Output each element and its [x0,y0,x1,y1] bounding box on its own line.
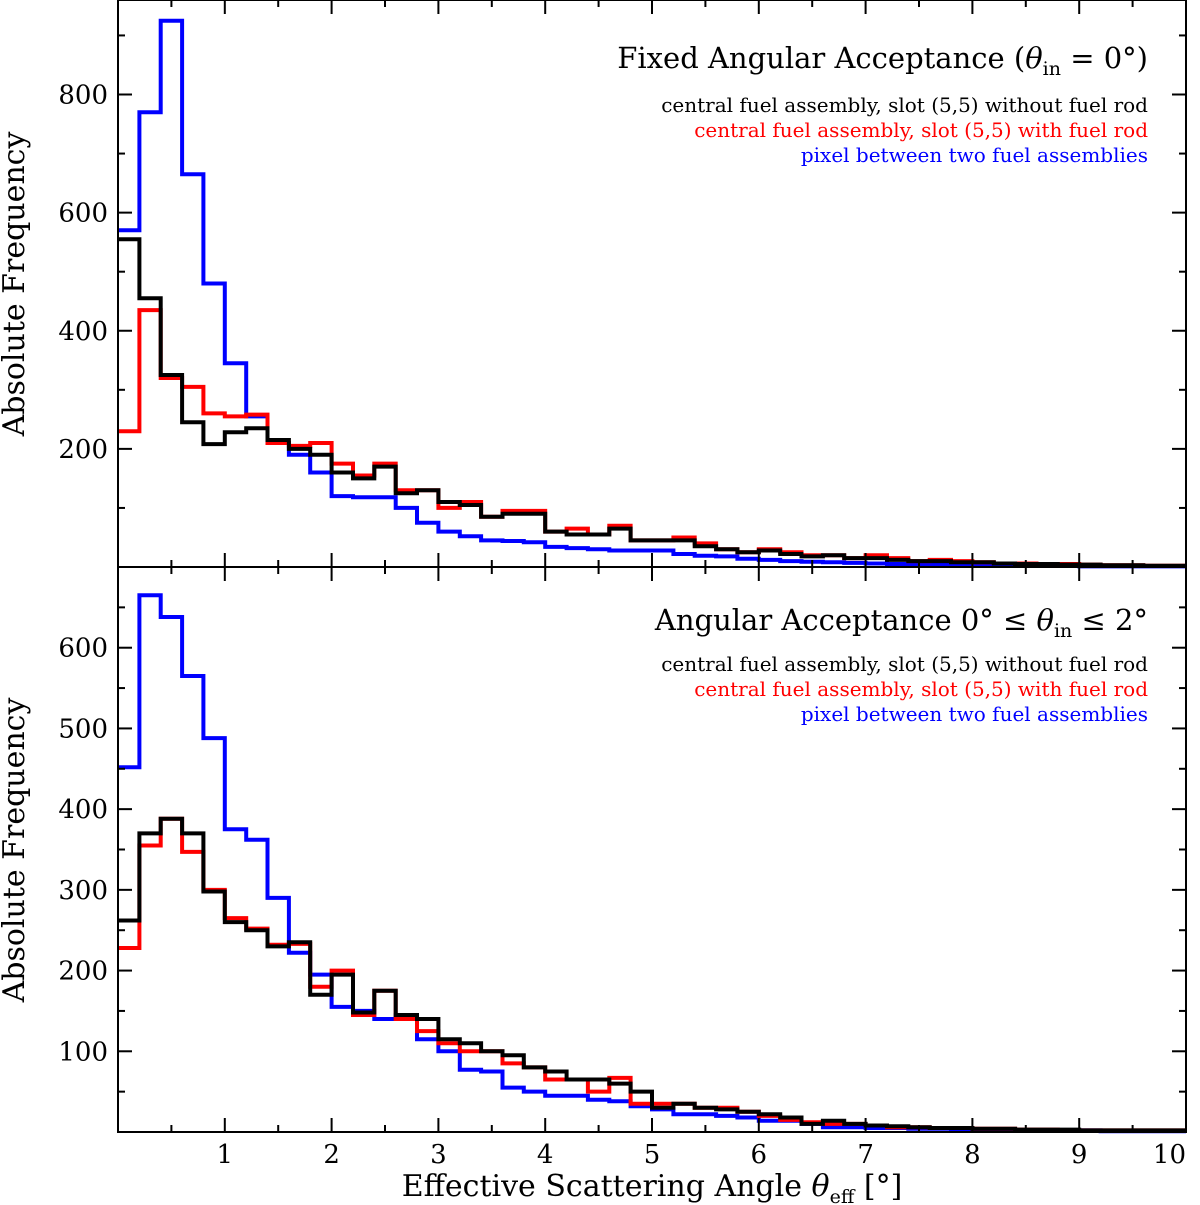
xtick-label: 1 [217,1140,234,1170]
xtick-label: 2 [323,1140,340,1170]
xtick-label: 8 [964,1140,981,1170]
bottom-ytick-label: 300 [58,876,108,906]
top-panel-title: Fixed Angular Acceptance (θin = 0°) [617,41,1148,80]
bottom-legend: central fuel assembly, slot (5,5) withou… [661,652,1148,726]
bottom-panel-title: Angular Acceptance 0° ≤ θin ≤ 2° [654,603,1148,642]
top-ytick-label: 200 [58,435,108,465]
top-series-without-rod [118,237,1186,568]
top-ytick-label: 600 [58,199,108,229]
bottom-series-with-rod [118,816,1186,1133]
bottom-legend-entry-between: pixel between two fuel assemblies [801,702,1148,726]
top-panel: 200 400 600 800 Fixed Angular Acceptance (θ… [0,0,1187,569]
bottom-ytick-label: 100 [58,1037,108,1067]
xtick-label: 10 [1153,1140,1186,1170]
x-axis-title-main: Effective Scattering Angle [402,1169,812,1204]
xtick-label: 7 [857,1140,874,1170]
bottom-ylabel: Absolute Frequency [0,698,32,1004]
bottom-series-without-rod [118,816,1186,1133]
bottom-ytick-label: 500 [58,714,108,744]
top-legend-entry-between: pixel between two fuel assemblies [801,143,1148,167]
top-legend: central fuel assembly, slot (5,5) withou… [661,93,1148,167]
xtick-label: 4 [537,1140,554,1170]
bottom-legend-entry-with-rod: central fuel assembly, slot (5,5) with f… [694,677,1148,701]
top-series-with-rod [118,308,1186,568]
xtick-label: 6 [751,1140,768,1170]
x-axis-title-subscript: eff [830,1186,856,1205]
top-plot-frame [117,0,1187,568]
top-legend-entry-without-rod: central fuel assembly, slot (5,5) withou… [661,93,1148,117]
top-ytick-label: 400 [58,317,108,347]
x-axis-title: Effective Scattering Angle θeff [°] [402,1169,903,1205]
bottom-ytick-label: 200 [58,957,108,987]
top-ylabel: Absolute Frequency [0,132,32,438]
xtick-label: 3 [430,1140,447,1170]
bottom-ticks-layer: 100 200 300 400 500 600 1 2 3 4 5 6 7 8 9 10 [58,567,1186,1170]
bottom-ytick-label: 400 [58,795,108,825]
bottom-series-layer [118,593,1186,1134]
bottom-panel: 100 200 300 400 500 600 1 2 3 4 5 6 7 8 9 10 Angular Ac… [0,566,1187,1170]
top-ticks-layer: 200 400 600 800 [58,0,1186,567]
x-axis-title-symbol: θ [812,1169,830,1204]
top-legend-entry-with-rod: central fuel assembly, slot (5,5) with f… [694,118,1148,142]
xtick-label: 5 [644,1140,661,1170]
xtick-label: 9 [1071,1140,1088,1170]
x-axis-title-unit: [°] [854,1169,902,1204]
top-ytick-label: 800 [58,81,108,111]
bottom-legend-entry-without-rod: central fuel assembly, slot (5,5) withou… [661,652,1148,676]
bottom-ytick-label: 600 [58,634,108,664]
